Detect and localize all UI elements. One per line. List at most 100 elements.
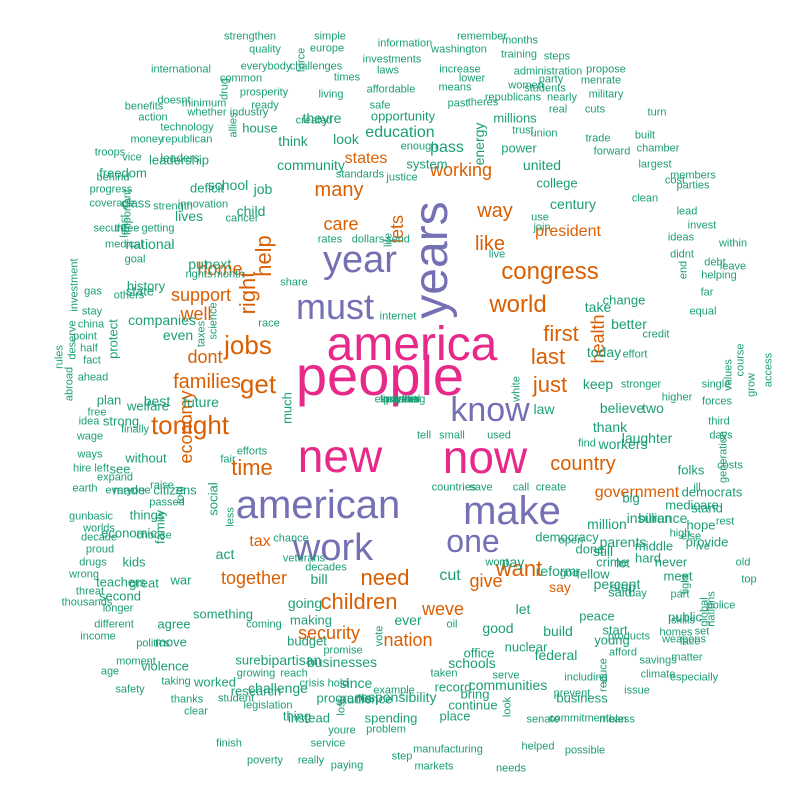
word-rights: rights [185, 268, 213, 281]
word-step: step [391, 750, 413, 763]
word-part: part [670, 588, 690, 601]
word-taxes: taxes [195, 320, 208, 348]
word-now: now [442, 431, 528, 483]
word-hire-left: hire left [72, 462, 110, 475]
word-energy: energy [471, 122, 487, 166]
word-record: record [434, 679, 472, 695]
word-let: let [515, 601, 531, 617]
word-power: power [501, 140, 537, 156]
word-state: state [125, 283, 155, 299]
word-bless: bless [609, 713, 635, 726]
word-action: action [138, 111, 168, 124]
word-plan: plan [96, 392, 122, 408]
word-goal: goal [124, 253, 146, 266]
word-deserve: deserve [66, 320, 79, 360]
word-jobs: jobs [224, 330, 272, 360]
word-threat: threat [75, 585, 105, 598]
word-others: others [113, 289, 145, 302]
word-people: people [295, 344, 465, 407]
word-party: party [538, 73, 564, 86]
word-earth: earth [72, 482, 98, 495]
word-months: months [501, 34, 539, 47]
word-including: including [564, 671, 608, 684]
word-financial: financial [379, 393, 421, 406]
word-lead: lead [676, 205, 698, 218]
word-proud: proud [85, 543, 115, 556]
word-hope: hope [686, 517, 716, 533]
word-future: future [183, 394, 219, 410]
word-much: much [279, 392, 295, 424]
word-lower: lower [458, 72, 486, 85]
word-everyone: everyone [105, 484, 151, 497]
word-many: many [314, 179, 364, 201]
word-poverty: poverty [246, 754, 284, 767]
word-legislation: legislation [243, 699, 293, 712]
word-pay: pay [501, 554, 525, 570]
word-third: third [708, 415, 730, 428]
word-students: students [524, 82, 566, 95]
word-nations: nations [705, 591, 718, 627]
word-folks: folks [677, 462, 705, 478]
word-think: think [278, 133, 308, 149]
word-income: income [80, 630, 116, 643]
word-getting: getting [141, 222, 175, 235]
word-force: force [295, 47, 308, 73]
word-cancer: cancer [225, 212, 259, 225]
word-million: million [587, 516, 627, 532]
word-strengthen: strengthen [224, 30, 276, 43]
word-going: going [287, 595, 323, 611]
word-moment: moment [116, 655, 156, 668]
word-union: union [530, 127, 558, 140]
word-parents: parents [599, 534, 647, 550]
word-thank: thank [592, 419, 628, 435]
word-meet: meet [663, 568, 693, 584]
word-industry: industry [229, 106, 269, 119]
word-thousands: thousands [61, 596, 113, 609]
word-countries: countries [431, 481, 477, 494]
word-enough: enough [400, 140, 438, 153]
word-drugs: drugs [79, 556, 107, 569]
word-wage: wage [76, 430, 104, 443]
word-office: office [463, 645, 495, 661]
word-vice: vice [122, 151, 142, 164]
word-rest: rest [715, 515, 735, 528]
word-get: get [239, 369, 277, 399]
word-growing: growing [236, 667, 276, 680]
word-protect: protect [105, 319, 121, 359]
word-ever: ever [394, 612, 422, 628]
word-told: told [174, 486, 187, 504]
word-thing: thing [282, 708, 312, 724]
word-programs: programs [316, 690, 372, 706]
word-home: home [197, 259, 243, 279]
word-leadership: leadership [149, 152, 209, 168]
word-welfare: welfare [127, 398, 169, 414]
word-standards: standards [335, 168, 385, 181]
word-small: small [439, 429, 465, 442]
word-white: white [510, 376, 523, 402]
word-move: move [155, 634, 187, 650]
word-fair: fair [220, 453, 236, 466]
word-law: law [533, 401, 555, 417]
word-republican: republican [161, 133, 213, 146]
word-age: age [100, 665, 120, 678]
word-security: security [297, 623, 361, 643]
word-weapons: weapons [661, 633, 707, 646]
word-half: half [80, 342, 98, 355]
word-challenges: challenges [289, 60, 343, 73]
word-insurance: insurance [626, 510, 688, 526]
word-leaders: leaders [160, 151, 200, 165]
word-work: work [292, 527, 374, 569]
word-serve: serve [492, 669, 520, 682]
word-market: market [383, 393, 417, 406]
word-important: important [121, 189, 134, 235]
word-laughter: laughter [621, 430, 673, 446]
word-call: call [512, 481, 530, 494]
word-justice: justice [386, 171, 418, 184]
word-generation: generation [717, 431, 730, 483]
word-new: new [297, 430, 383, 482]
word-must: must [295, 286, 375, 327]
word-stand: stand [691, 500, 723, 516]
word-opportunity: opportunity [370, 108, 436, 124]
word-one: one [446, 523, 500, 559]
